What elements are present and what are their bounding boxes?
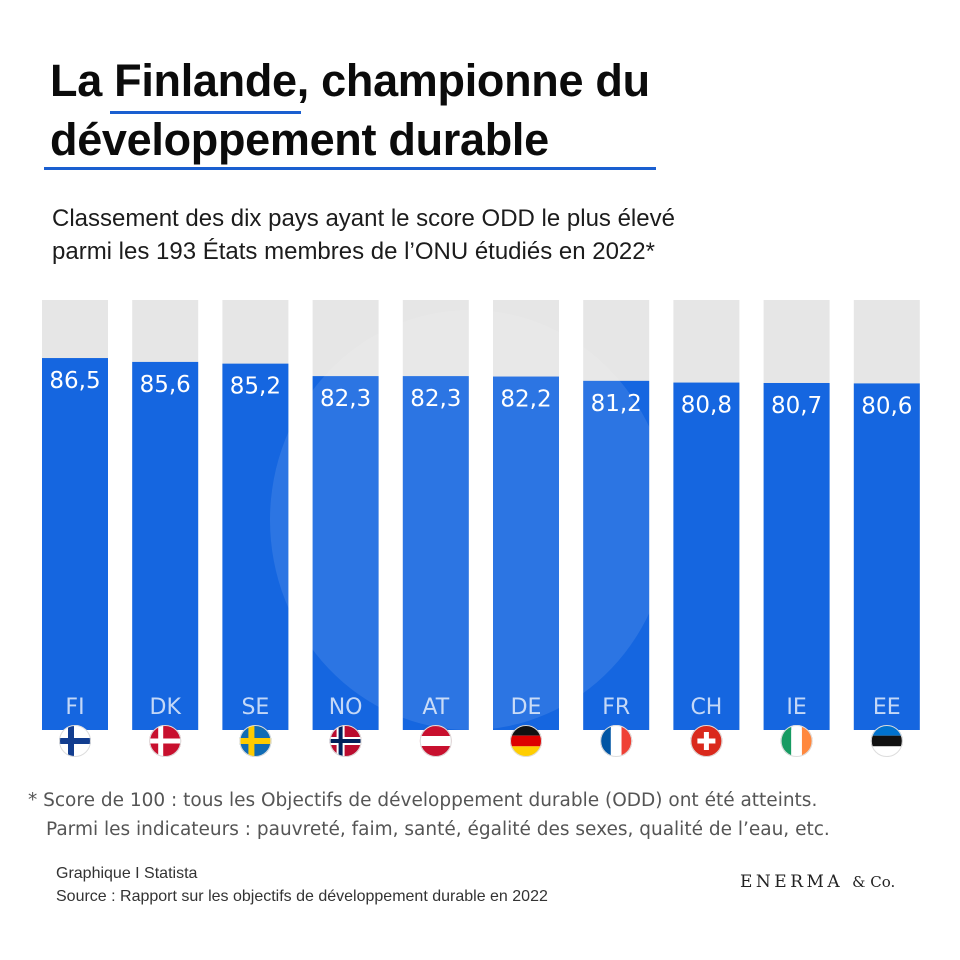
brand-name: ENERMA — [740, 872, 844, 892]
flag-austria-icon — [419, 725, 452, 757]
bar — [493, 376, 559, 730]
flag-finland-icon — [59, 725, 91, 757]
category-label: AT — [422, 695, 449, 720]
bar-value-label: 80,8 — [681, 393, 732, 419]
bar — [583, 380, 650, 730]
flag-france-icon — [600, 725, 633, 757]
bar-group-fi: 86,5 FI — [42, 300, 108, 757]
flag-sweden-icon — [239, 725, 272, 757]
flag-estonia-icon — [870, 725, 903, 757]
category-label: FI — [65, 695, 84, 720]
bar-value-label: 80,7 — [771, 393, 822, 419]
bar-group-ee: 80,6 EE — [853, 300, 920, 757]
bar-value-label: 82,3 — [320, 386, 371, 412]
bar-group-no: 82,3 NO — [312, 300, 379, 757]
bar-value-label: 82,2 — [500, 387, 551, 413]
subtitle-line-1: Classement des dix pays ayant le score O… — [52, 205, 675, 232]
flag-denmark-icon — [149, 725, 182, 757]
bar-group-fr: 81,2 FR — [583, 300, 650, 757]
title-text-end: , championne du — [296, 55, 650, 106]
title-text-start: La — [50, 55, 115, 106]
flag-switzerland-icon — [690, 725, 723, 757]
source-credit: Source : Rapport sur les objectifs de dé… — [56, 888, 548, 905]
bar-value-label: 85,2 — [230, 374, 281, 400]
title-line-1: La Finlande, championne du — [50, 58, 650, 103]
subtitle: Classement des dix pays ayant le score O… — [52, 202, 912, 268]
bar-value-label: 80,6 — [861, 393, 912, 419]
category-label: DK — [150, 695, 182, 720]
globe-overlay-icon — [270, 310, 670, 730]
flag-germany-icon — [510, 725, 542, 757]
footnote: * Score de 100 : tous les Objectifs de d… — [28, 786, 948, 844]
page-title: La Finlande, championne du développement… — [50, 58, 650, 162]
flag-ireland-icon — [780, 725, 813, 757]
graphic-credit: Graphique I Statista — [56, 865, 198, 882]
category-label: DE — [511, 695, 542, 720]
bar — [763, 382, 830, 730]
bar-value-label: 82,3 — [410, 386, 461, 412]
category-label: NO — [329, 695, 363, 720]
bar-chart: 86,5 FI 85,6 DK 85,2 SE 82,3 NO 82,3 AT 82,2 DE 81,2… — [42, 300, 920, 765]
category-label: EE — [873, 695, 901, 720]
brand-logo: ENERMA & Co. — [740, 872, 895, 892]
category-label: FR — [602, 695, 630, 720]
brand-suffix: & Co. — [852, 873, 896, 891]
bar — [222, 363, 289, 730]
credits: Graphique I Statista Source : Rapport su… — [56, 862, 548, 908]
bar — [853, 383, 920, 730]
bar-group-de: 82,2 DE — [493, 300, 559, 757]
bar-value-label: 81,2 — [591, 391, 642, 417]
category-label: IE — [786, 695, 806, 720]
bar-value-label: 85,6 — [140, 372, 191, 398]
footnote-line-2: Parmi les indicateurs : pauvreté, faim, … — [46, 819, 830, 840]
title-highlight: Finlande — [114, 55, 297, 106]
flag-norway-icon — [329, 725, 362, 757]
bar — [402, 376, 469, 730]
bar-group-dk: 85,6 DK — [132, 300, 199, 757]
bar-group-ch: 80,8 CH — [673, 300, 740, 757]
bar — [673, 382, 740, 730]
bar — [312, 376, 379, 730]
bar-group-ie: 80,7 IE — [763, 300, 830, 757]
bar-value-label: 86,5 — [49, 368, 100, 394]
category-label: SE — [241, 695, 269, 720]
subtitle-line-2: parmi les 193 États membres de l’ONU étu… — [52, 238, 655, 265]
bar — [132, 361, 199, 730]
title-line-2-underline — [44, 167, 656, 170]
bar-group-se: 85,2 SE — [222, 300, 289, 757]
title-highlight-underline — [110, 111, 301, 114]
title-line-2: développement durable — [50, 114, 549, 165]
footnote-line-1: * Score de 100 : tous les Objectifs de d… — [28, 790, 818, 811]
bar — [42, 358, 108, 730]
category-label: CH — [690, 695, 722, 720]
bar-group-at: 82,3 AT — [402, 300, 469, 757]
